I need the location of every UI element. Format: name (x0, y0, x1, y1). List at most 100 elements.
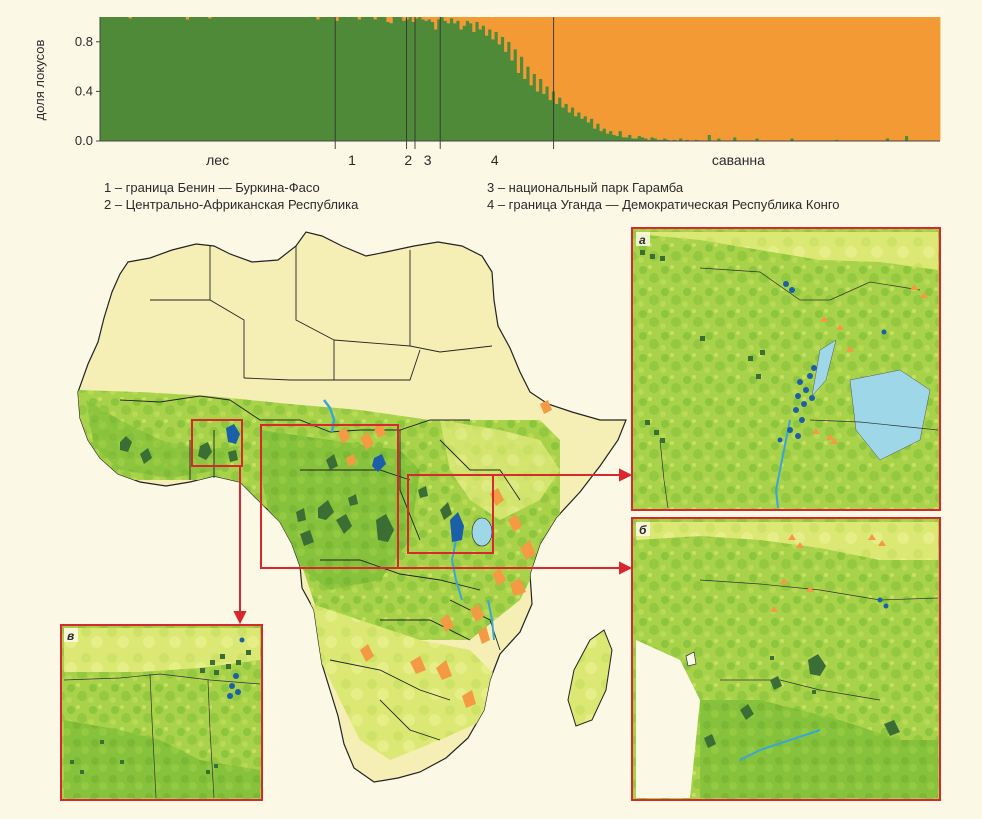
admixture-bar-savanna (459, 17, 464, 30)
admixture-bar-forest (790, 138, 795, 141)
admixture-bar-forest (529, 85, 534, 141)
admixture-bar-savanna (758, 17, 763, 141)
admixture-bar-savanna (707, 17, 712, 135)
admixture-bar-forest (602, 128, 607, 141)
admixture-bar-forest (462, 25, 467, 141)
admixture-bar-savanna (634, 17, 639, 139)
admixture-bar-forest (322, 17, 327, 141)
admixture-bar-savanna (854, 17, 858, 141)
admixture-bar-forest (755, 138, 760, 141)
admixture-bar-savanna (885, 17, 890, 139)
admixture-bar-savanna (895, 17, 900, 141)
admixture-bar-savanna (803, 17, 807, 141)
admixture-bar-forest (271, 17, 276, 141)
admixture-bar-forest (249, 17, 254, 141)
country-borders (119, 246, 521, 741)
inset-v-label: в (67, 629, 74, 643)
admixture-bar-savanna (882, 17, 887, 141)
admixture-bar-savanna (513, 17, 518, 50)
admixture-bar-forest (383, 17, 387, 141)
inset-a: а (631, 227, 941, 511)
admixture-bar-forest (640, 137, 645, 141)
admixture-bar-savanna (742, 17, 747, 141)
admixture-bar-forest (583, 116, 588, 141)
admixture-bar-forest (316, 19, 320, 142)
y-axis-ticks: 0.0 0.4 0.8 (75, 34, 100, 148)
admixture-bar-forest (364, 17, 368, 141)
admixture-bar-forest (220, 17, 225, 141)
admixture-bar-forest (240, 17, 244, 141)
admixture-bar-forest (637, 136, 642, 141)
admixture-bar-savanna (698, 17, 702, 141)
admixture-bar-forest (570, 107, 575, 141)
admixture-bar-savanna (593, 17, 597, 129)
admixture-bar-savanna (446, 17, 451, 24)
admixture-bar-forest (558, 97, 562, 141)
water-bodies (323, 399, 495, 641)
admixture-bar-savanna (335, 17, 340, 21)
admixture-bars (100, 17, 941, 142)
admixture-bar-savanna (745, 17, 750, 141)
admixture-bar-forest (119, 17, 123, 141)
admixture-bar-forest (319, 17, 324, 141)
admixture-bar-savanna (424, 17, 429, 21)
admixture-bar-savanna (599, 17, 604, 132)
admixture-bar-forest (717, 138, 721, 141)
admixture-bar-forest (621, 137, 626, 141)
admixture-bar-forest (185, 19, 190, 142)
admixture-bar-forest (128, 18, 133, 142)
admixture-bar-savanna (936, 17, 941, 141)
admixture-bar-forest (526, 66, 530, 141)
admixture-bar-savanna (682, 17, 686, 141)
admixture-bar-forest (360, 17, 365, 141)
admixture-bar-forest (672, 139, 677, 141)
admixture-bar-forest (434, 29, 438, 141)
admixture-bar-forest (357, 19, 362, 142)
admixture-bar-forest (195, 17, 200, 141)
admixture-bar-forest (596, 123, 600, 141)
admixture-bar-savanna (656, 17, 661, 140)
map-arrows (233, 466, 633, 625)
admixture-bar-forest (440, 17, 445, 141)
admixture-bar-savanna (723, 17, 728, 141)
admixture-bar-forest (163, 17, 168, 141)
admixture-bar-forest (176, 17, 180, 141)
admixture-bar-forest (481, 25, 486, 141)
admixture-bar-forest (166, 17, 171, 141)
admixture-bar-forest (367, 17, 371, 141)
admixture-bar-forest (255, 17, 260, 141)
admixture-bar-savanna (520, 17, 524, 57)
admixture-bar-forest (173, 17, 177, 141)
admixture-bar-savanna (564, 17, 569, 104)
admixture-bar-savanna (800, 17, 804, 141)
admixture-bar-forest (278, 17, 282, 141)
admixture-bar-forest (122, 17, 126, 141)
legend-item: 4 – граница Уганда — Демократическая Рес… (487, 197, 840, 212)
admixture-bar-savanna (450, 17, 454, 19)
admixture-bar-forest (370, 17, 375, 141)
admixture-bar-forest (373, 19, 378, 142)
admixture-bar-forest (430, 21, 435, 141)
admixture-bar-forest (446, 23, 451, 142)
admixture-bar-savanna (841, 17, 845, 141)
admixture-bar-forest (131, 17, 136, 141)
admixture-bar-forest (147, 17, 152, 141)
admixture-bar-savanna (924, 17, 928, 141)
admixture-bar-forest (424, 20, 429, 141)
sample-markers-hybrid (226, 424, 464, 542)
admixture-bar-forest (634, 138, 639, 141)
admixture-bar-forest (523, 79, 527, 141)
admixture-bar-savanna (472, 17, 476, 32)
admixture-bar-forest (306, 17, 311, 141)
admixture-bar-savanna (539, 17, 543, 79)
admixture-bar-savanna (933, 17, 938, 141)
admixture-bar-forest (112, 17, 117, 141)
admixture-bar-savanna (415, 17, 419, 19)
admixture-bar-forest (590, 118, 594, 141)
admixture-bar-savanna (666, 17, 670, 140)
admixture-bar-savanna (437, 17, 441, 20)
admixture-bar-forest (100, 17, 104, 141)
admixture-bar-savanna (768, 17, 772, 141)
admixture-bar-forest (580, 118, 585, 141)
admixture-bar-savanna (427, 17, 432, 20)
